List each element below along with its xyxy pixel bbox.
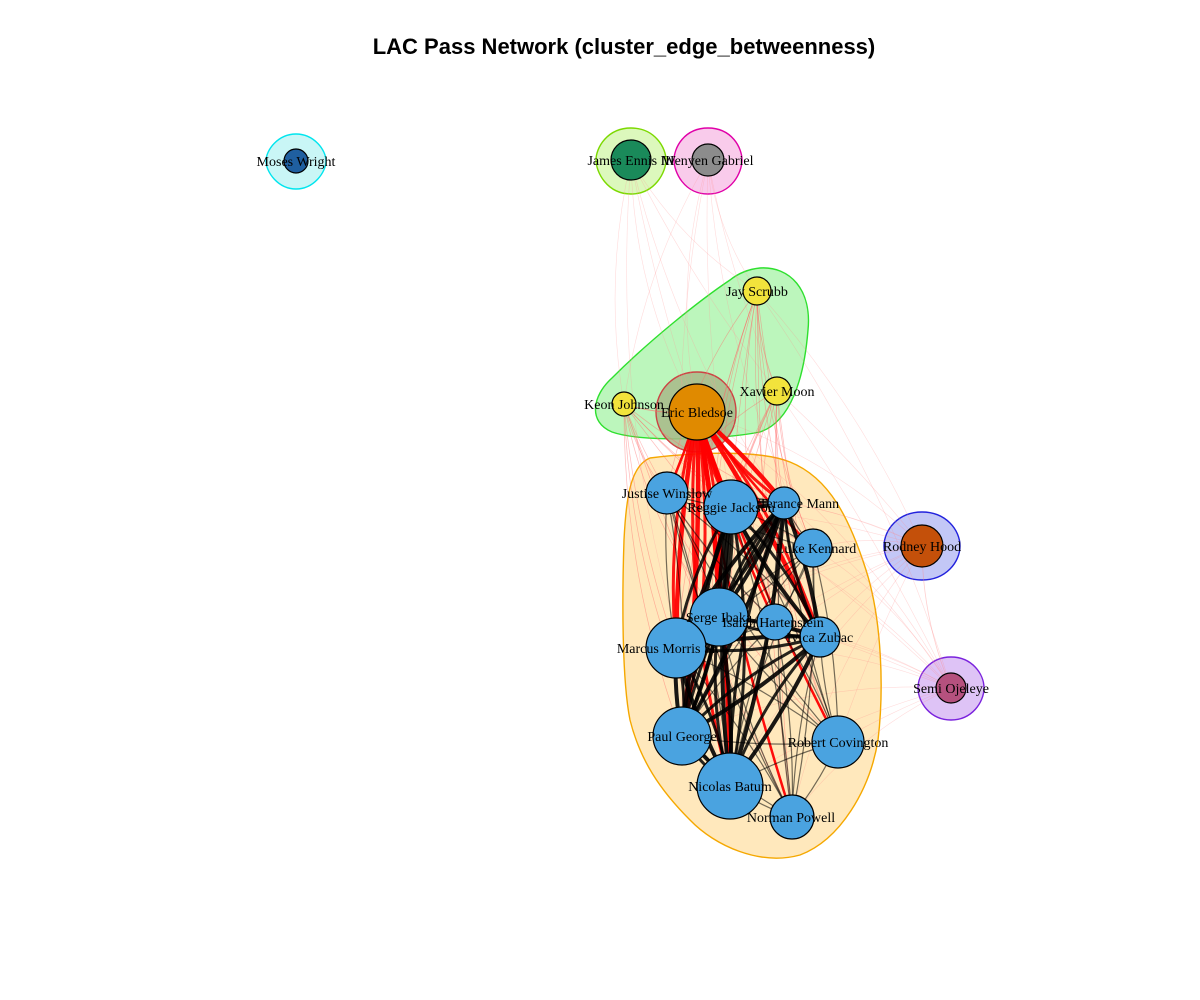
node-paul-george[interactable] <box>652 706 712 766</box>
label-justise-winslow: Justise Winslow <box>622 487 713 502</box>
pass-edge <box>776 390 923 547</box>
node-xavier-moon[interactable] <box>762 376 792 406</box>
pass-edge <box>695 411 840 743</box>
label-moses-wright: Moses Wright <box>257 155 336 170</box>
node-rodney-hood[interactable] <box>900 524 944 568</box>
label-eric-bledsoe: Eric Bledsoe <box>661 406 733 421</box>
label-xavier-moon: Xavier Moon <box>739 385 814 400</box>
pass-edge <box>783 502 952 689</box>
pass-edge <box>776 390 952 689</box>
pass-edge <box>630 159 698 413</box>
pass-edge <box>756 290 821 638</box>
label-ivica-zubac: Ivica Zubac <box>787 631 853 646</box>
label-marcus-morris-sr: Marcus Morris Sr. <box>617 642 719 657</box>
pass-edge <box>812 547 952 689</box>
label-semi-ojeleye: Semi Ojeleye <box>913 682 989 697</box>
node-terance-mann[interactable] <box>767 486 801 520</box>
node-jay-scrubb[interactable] <box>742 276 772 306</box>
label-terance-mann: Terance Mann <box>759 497 839 512</box>
pass-edge <box>630 159 778 392</box>
node-robert-covington[interactable] <box>811 715 865 769</box>
label-norman-powell: Norman Powell <box>747 811 835 826</box>
pass-edge <box>614 159 632 405</box>
pass-edge <box>706 159 732 508</box>
pass-edge <box>707 159 778 392</box>
label-luke-kennard: Luke Kennard <box>776 542 856 557</box>
cluster-hull-bench <box>594 267 810 440</box>
pass-edge <box>696 411 923 547</box>
label-jay-scrubb: Jay Scrubb <box>726 285 788 300</box>
node-justise-winslow[interactable] <box>645 471 689 515</box>
label-wenyen-gabriel: Wenyen Gabriel <box>663 154 754 169</box>
node-wenyen-gabriel[interactable] <box>691 143 725 177</box>
pass-edge <box>623 403 839 743</box>
label-robert-covington: Robert Covington <box>788 736 889 751</box>
node-norman-powell[interactable] <box>769 794 815 840</box>
pass-edge <box>623 403 683 737</box>
label-james-ennis-iii: James Ennis III <box>587 154 674 169</box>
node-eric-bledsoe[interactable] <box>668 383 726 441</box>
pass-edge <box>630 159 758 292</box>
node-semi-ojeleye[interactable] <box>935 672 967 704</box>
pass-edge <box>777 502 793 818</box>
pass-edge <box>666 492 793 818</box>
node-ivica-zubac[interactable] <box>799 616 841 658</box>
node-serge-ibaka[interactable] <box>689 587 749 647</box>
label-rodney-hood: Rodney Hood <box>883 540 961 555</box>
pass-edge <box>729 545 923 787</box>
node-nicolas-batum[interactable] <box>696 752 764 820</box>
label-serge-ibaka: Serge Ibaka <box>686 611 753 626</box>
plot-title: LAC Pass Network (cluster_edge_betweenne… <box>372 34 876 59</box>
node-reggie-jackson[interactable] <box>703 479 759 535</box>
pass-edge <box>623 403 677 649</box>
pass-edge <box>623 159 709 405</box>
pass-edge <box>791 545 923 818</box>
label-nicolas-batum: Nicolas Batum <box>688 780 772 795</box>
label-paul-george: Paul George <box>647 730 716 745</box>
pass-edge <box>730 506 793 818</box>
node-keon-johnson[interactable] <box>611 391 637 417</box>
node-marcus-morris-sr[interactable] <box>645 617 707 679</box>
pass-edge <box>696 411 952 689</box>
pass-edge <box>791 547 815 818</box>
label-isaiah-hartenstein: Isaiah Hartenstein <box>722 616 823 631</box>
pass-edge <box>686 159 709 413</box>
pass-edge <box>783 502 839 743</box>
node-james-ennis-iii[interactable] <box>610 139 652 181</box>
label-keon-johnson: Keon Johnson <box>584 398 664 413</box>
pass-edge <box>756 290 923 547</box>
label-reggie-jackson: Reggie Jackson <box>687 501 774 516</box>
node-isaiah-hartenstein[interactable] <box>756 603 794 641</box>
player-nodes <box>283 139 967 840</box>
node-luke-kennard[interactable] <box>793 528 833 568</box>
node-moses-wright[interactable] <box>283 148 309 174</box>
pass-edge <box>756 290 952 689</box>
